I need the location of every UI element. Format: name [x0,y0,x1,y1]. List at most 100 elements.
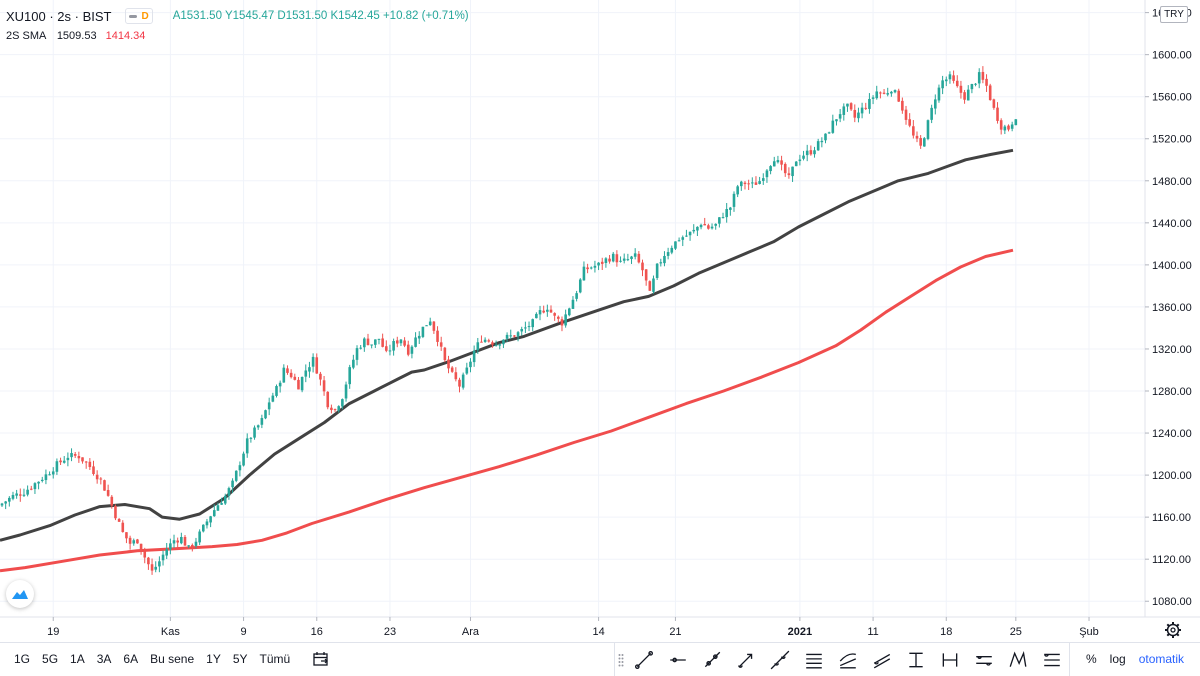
eye-icon[interactable] [129,14,138,18]
candle-body [571,299,575,309]
range-1a[interactable]: 1A [70,652,85,666]
time-axis[interactable]: 19 Kas 9 16 23 Ara 14 21 2021 11 18 25 Şub [47,617,1099,638]
candle-body [59,460,62,463]
x-tick-label: 21 [669,626,681,638]
candle-body [304,370,308,377]
candle-body [589,267,593,269]
candle-body [703,224,707,226]
candle-body [853,109,857,118]
extended-line-icon[interactable] [763,643,797,676]
scale-options: % log otomatik [1086,652,1184,666]
x-tick-label: 25 [1010,626,1022,638]
candle-body [912,126,915,136]
candle-body [992,99,996,108]
candle-body [666,252,670,256]
currency-button[interactable]: TRY [1160,6,1188,23]
y-tick-label: 1480.00 [1152,176,1192,188]
candle-body [253,427,256,438]
candle-body [882,92,886,94]
candle-body [275,386,278,396]
candle-body [425,325,428,327]
price-axis[interactable]: 1640.001600.001560.001520.001480.001440.… [1145,8,1192,609]
candle-body [630,256,633,260]
flat-top-icon[interactable] [865,643,899,676]
candle-body [538,310,542,315]
indicator-legend[interactable]: 2S SMA 1509.53 1414.34 [6,30,145,42]
long-position-icon[interactable] [967,643,1001,676]
y-tick-label: 1240.00 [1152,428,1192,440]
trend-line-icon[interactable] [627,643,661,676]
go-to-date-icon[interactable] [312,651,330,672]
candle-body [117,519,121,522]
candle-body [553,313,556,316]
log-toggle[interactable]: log [1109,652,1126,666]
range-3a[interactable]: 3A [96,652,112,666]
range-1y[interactable]: 1Y [206,652,221,666]
range-ytd[interactable]: Bu sene [150,652,195,666]
candle-body [498,344,502,346]
candle-body [366,338,370,346]
candle-body [868,98,871,109]
candle-body [205,521,209,526]
range-5g[interactable]: 5G [42,652,59,666]
candle-body [4,501,7,504]
y-tick-label: 1520.00 [1152,134,1192,146]
x-tick-label: 11 [867,626,878,638]
symbol-title[interactable]: XU100 · 2s · BIST [6,8,112,24]
settings-gear-icon[interactable] [1164,621,1182,644]
candle-body [198,531,201,543]
candle-body [824,133,827,141]
candle-body [348,367,351,385]
candle-body [857,112,860,119]
range-5y[interactable]: 5Y [232,652,248,666]
candle-body [908,119,911,126]
candle-body [458,379,461,387]
ray-icon[interactable] [695,643,729,676]
date-range-icon[interactable] [933,643,967,676]
percent-toggle[interactable]: % [1086,652,1097,666]
candle-body [66,457,70,461]
candle-body [469,361,472,368]
auto-scale-toggle[interactable]: otomatik [1138,652,1185,666]
visibility-pill[interactable]: D [125,8,153,24]
candle-body [622,258,626,261]
candle-body [202,524,205,532]
horizontal-line-icon[interactable] [661,643,695,676]
range-all[interactable]: Tümü [259,652,291,666]
parallel-channel-icon[interactable] [797,643,831,676]
candle-body [527,326,531,328]
pattern-icon[interactable] [1001,643,1035,676]
candle-body [19,494,22,496]
candle-body [751,182,754,184]
date-range-selector: 1G 5G 1A 3A 6A Bu sene 1Y 5Y Tümü [8,652,296,666]
candle-body [985,78,988,86]
candle-body [161,554,165,561]
range-1g[interactable]: 1G [14,652,31,666]
candle-body [278,382,282,387]
tradingview-logo-icon[interactable] [6,580,34,608]
candle-body [220,503,223,505]
indicator-value-slow: 1414.34 [105,30,146,42]
range-6a[interactable]: 6A [123,652,139,666]
regression-trend-icon[interactable] [831,643,865,676]
candle-body [70,453,73,458]
drag-handle-icon[interactable] [615,643,627,676]
drawing-tools-bar [614,643,1070,676]
arrow-icon[interactable] [729,643,763,676]
candle-body [714,223,717,226]
candle-body [805,150,809,156]
candle-body [740,181,743,187]
open-value: A1531.50 [172,10,222,22]
candle-body [999,120,1003,130]
candle-body [655,263,659,278]
price-range-icon[interactable] [899,643,933,676]
candle-body [886,93,890,95]
candle-body [381,338,384,347]
candle-body [809,150,813,155]
candle-body [952,75,955,81]
fib-retracement-icon[interactable] [1035,643,1069,676]
candle-body [754,182,758,185]
candle-body [934,99,937,109]
low-value: D1531.50 [277,10,328,22]
